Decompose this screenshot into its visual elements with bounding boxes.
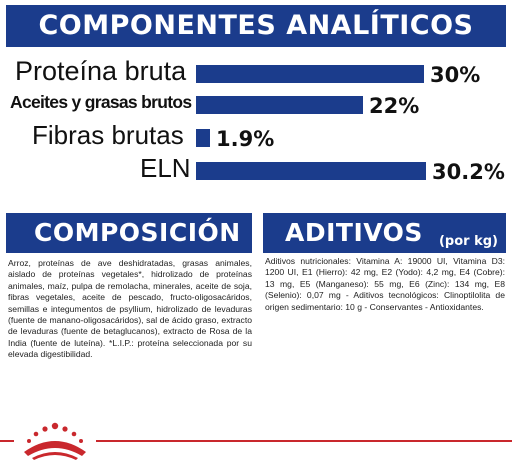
analytic-value-eln: 30.2% — [432, 160, 505, 184]
additives-unit: (por kg) — [438, 234, 498, 249]
additives-header: ADITIVOS (por kg) — [263, 213, 506, 253]
analytic-label-fiber: Fibras brutas — [32, 120, 184, 150]
analytic-label-fats: Aceites y grasas brutos — [10, 92, 192, 112]
analytic-bar-eln — [196, 162, 426, 180]
analytic-value-fats: 22% — [369, 94, 420, 118]
analytic-value-fiber: 1.9% — [216, 127, 275, 151]
composition-text: Arroz, proteínas de ave deshidratadas, g… — [8, 258, 252, 360]
additives-title: ADITIVOS — [285, 218, 423, 247]
analytics-header: COMPONENTES ANALÍTICOS — [6, 5, 506, 47]
analytic-label-protein: Proteína bruta — [15, 56, 187, 86]
analytic-bar-fiber — [196, 129, 210, 147]
analytic-bar-protein — [196, 65, 424, 83]
composition-header: COMPOSICIÓN — [6, 213, 252, 253]
analytic-label-eln: ELN — [140, 153, 191, 183]
crown-logo-icon — [14, 420, 96, 460]
footer-divider — [0, 440, 512, 442]
analytic-value-protein: 30% — [430, 63, 481, 87]
additives-text: Aditivos nutricionales: Vitamina A: 1900… — [265, 256, 505, 312]
analytic-bar-fats — [196, 96, 363, 114]
